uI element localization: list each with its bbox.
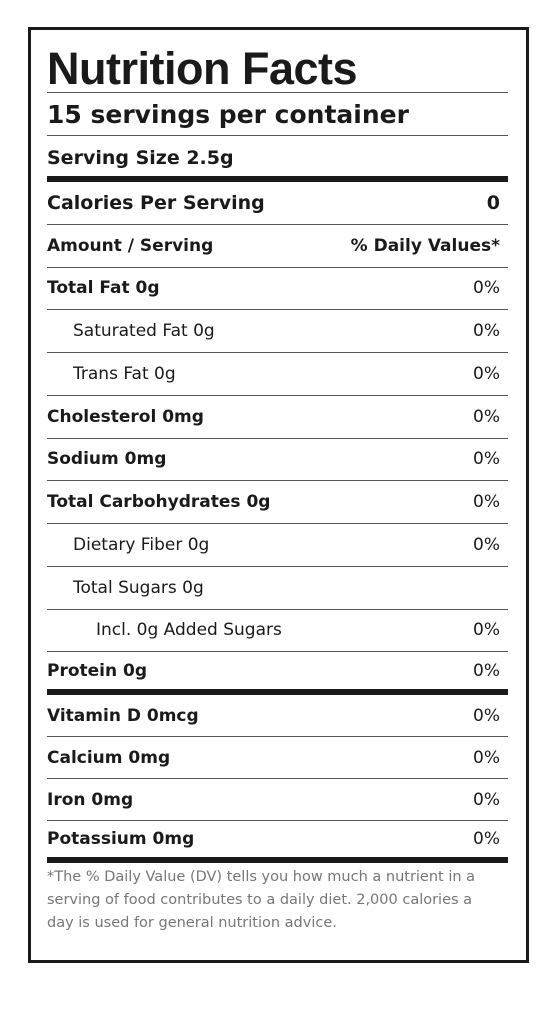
footnote: *The % Daily Value (DV) tells you how mu… [47, 869, 476, 931]
daily-value: 0% [473, 406, 500, 427]
nutrient-label: Protein 0g [47, 660, 148, 681]
nutrient-row: Protein 0g 0% [47, 652, 508, 695]
nutrition-label: Nutrition Facts 15 servings per containe… [28, 27, 529, 963]
daily-value: 0% [473, 492, 500, 513]
daily-value: 0% [473, 449, 500, 470]
header-dv: % Daily Values* [350, 235, 500, 256]
nutrient-label: Total Sugars 0g [73, 577, 204, 598]
nutrient-label: Saturated Fat 0g [73, 321, 215, 342]
nutrient-row: Trans Fat 0g 0% [47, 353, 508, 396]
nutrient-row: Saturated Fat 0g 0% [47, 310, 508, 353]
nutrient-row: Vitamin D 0mcg 0% [47, 695, 508, 737]
calories-row: Calories Per Serving 0 [47, 182, 508, 225]
nutrient-row: Dietary Fiber 0g 0% [47, 524, 508, 567]
nutrient-row: Incl. 0g Added Sugars 0% [47, 610, 508, 653]
nutrient-label: Total Fat 0g [47, 278, 160, 299]
calories-label: Calories Per Serving [47, 191, 265, 214]
header-row: Amount / Serving % Daily Values* [47, 225, 508, 268]
servings: 15 servings per container [47, 93, 508, 136]
nutrient-row: Cholesterol 0mg 0% [47, 396, 508, 439]
nutrients: Total Fat 0g 0% Saturated Fat 0g 0% Trans Fa… [47, 268, 508, 695]
header-label: Amount / Serving [47, 235, 214, 256]
daily-value: 0% [473, 620, 500, 641]
vitamins: Vitamin D 0mcg 0% Calcium 0mg 0% Iron 0mg 0% P… [47, 695, 508, 863]
daily-value: 0% [473, 363, 500, 384]
nutrient-row: Iron 0mg 0% [47, 779, 508, 821]
nutrient-row: Total Carbohydrates 0g 0% [47, 481, 508, 524]
nutrient-label: Total Carbohydrates 0g [47, 492, 271, 513]
nutrient-label: Vitamin D 0mcg [47, 705, 199, 726]
nutrient-label: Trans Fat 0g [73, 363, 176, 384]
nutrient-row: Sodium 0mg 0% [47, 439, 508, 482]
title: Nutrition Facts [47, 30, 508, 93]
daily-value: 0% [473, 789, 500, 810]
daily-value: 0% [473, 747, 500, 768]
nutrient-row: Calcium 0mg 0% [47, 737, 508, 779]
nutrient-label: Incl. 0g Added Sugars [96, 620, 282, 641]
nutrient-row: Potassium 0mg 0% [47, 821, 508, 863]
nutrient-label: Dietary Fiber 0g [73, 534, 210, 555]
calories-value: 0 [486, 191, 500, 214]
daily-value: 0% [473, 321, 500, 342]
nutrient-row: Total Sugars 0g [47, 567, 508, 610]
daily-value: 0% [473, 278, 500, 299]
daily-value: 0% [473, 660, 500, 681]
nutrient-row: Total Fat 0g 0% [47, 268, 508, 311]
daily-value: 0% [473, 534, 500, 555]
serving-size: Serving Size 2.5g [47, 136, 508, 182]
nutrient-label: Iron 0mg [47, 789, 134, 810]
nutrient-label: Potassium 0mg [47, 829, 195, 849]
nutrient-label: Sodium 0mg [47, 449, 167, 470]
nutrient-label: Calcium 0mg [47, 747, 171, 768]
daily-value: 0% [473, 829, 500, 849]
daily-value: 0% [473, 705, 500, 726]
nutrient-label: Cholesterol 0mg [47, 406, 204, 427]
